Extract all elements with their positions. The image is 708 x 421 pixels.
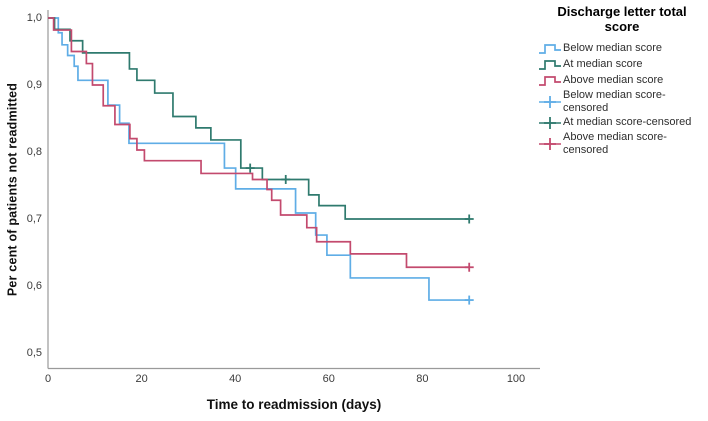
legend-title: Discharge letter total score [557,4,687,34]
legend-item-above-median-censored: Above median score-censored [538,131,706,156]
legend-items: Below median score At median score Above m… [538,41,706,156]
y-tick-1,0: 1,0 [26,12,42,24]
legend-item-below-median-censored: Below median score-censored [538,89,706,114]
y-tick-0,9: 0,9 [26,79,42,91]
x-tick-0: 0 [44,373,52,385]
legend-item-above-median: Above median score [538,73,706,88]
legend-item-label: Below median score [563,42,663,55]
censor-mark-above-median [464,262,474,272]
step-line-icon [539,60,561,70]
survival-curve-above-median [48,17,470,269]
censor-cross-icon [539,138,561,150]
x-tick-60: 60 [322,373,335,385]
censor-mark-at-median [281,174,291,184]
y-tick-0,5: 0,5 [26,347,42,359]
y-tick-0,8: 0,8 [26,146,42,158]
legend-item-label: Above median score-censored [563,131,667,156]
legend-item-at-median-censored: At median score-censored [538,115,706,130]
censor-mark-below-median [464,295,474,305]
y-tick-0,6: 0,6 [26,280,42,292]
x-tick-100: 100 [506,373,526,385]
step-line-icon [539,44,561,54]
legend-item-label: Above median score [563,74,664,87]
legend-item-label: At median score [563,58,643,71]
censor-mark-at-median [245,163,255,173]
x-tick-80: 80 [416,373,429,385]
censor-cross-icon [539,117,561,129]
legend-item-label: Below median score-censored [563,89,666,114]
step-line-icon [539,76,561,86]
y-tick-0,7: 0,7 [26,213,42,225]
x-tick-40: 40 [229,373,242,385]
x-axis-title: Time to readmission (days) [206,397,382,412]
legend-item-below-median: Below median score [538,41,706,56]
survival-curve-below-median [48,17,470,301]
x-tick-20: 20 [135,373,148,385]
censor-cross-icon [539,96,561,108]
legend-item-at-median: At median score [538,57,706,72]
censor-mark-at-median [464,214,474,224]
legend-item-label: At median score-censored [563,116,692,129]
survival-curve-at-median [48,17,470,220]
legend: Discharge letter total score Below media… [538,4,706,157]
